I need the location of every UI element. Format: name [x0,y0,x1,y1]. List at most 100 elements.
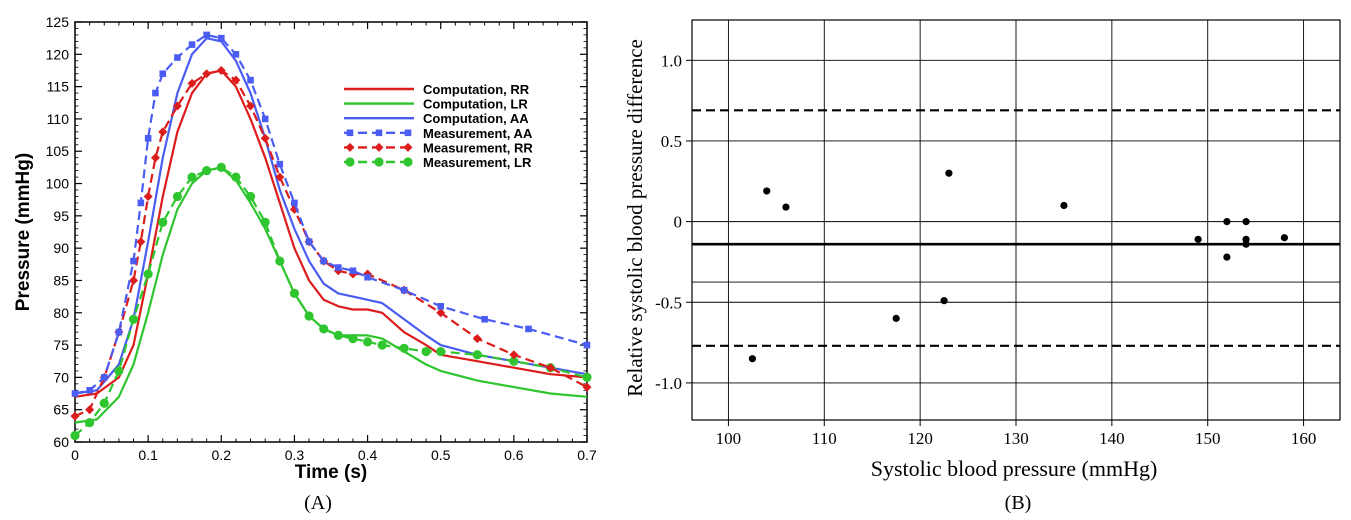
data-point-diamond [260,133,270,143]
scatter-point [1223,253,1231,261]
data-point-diamond [158,127,168,137]
data-point-circle [403,157,413,167]
scatter-point [763,187,771,195]
panel-b-label: (B) [1005,492,1032,514]
y-tick-label: 95 [53,208,69,224]
data-point-circle [374,157,384,167]
series-line [74,166,588,437]
data-point-diamond [150,153,160,163]
data-point-square [437,303,445,310]
data-point-diamond [545,363,555,373]
x-tick-label: 150 [1195,429,1221,448]
data-point-square [400,286,408,294]
data-point-square [115,328,123,336]
data-point-circle [187,172,197,182]
data-point-square [481,315,488,323]
x-tick-label: 110 [812,429,837,448]
data-point-square [525,325,532,333]
y-tick-label: 90 [53,240,69,256]
y-tick-label: 120 [46,46,70,62]
data-point-circle [143,269,153,279]
data-point-circle [231,172,241,182]
data-point-circle [582,372,592,382]
x-tick-label: 160 [1291,429,1317,448]
data-point-diamond [403,142,413,152]
y-tick-label: 75 [53,337,69,353]
data-point-square [320,257,327,265]
data-point-circle [345,157,355,167]
legend-label: Computation, LR [423,97,528,112]
data-point-square [188,41,196,48]
data-point-diamond [436,308,446,318]
chart-a-x-axis-label: Time (s) [295,462,368,483]
data-point-square [144,135,152,142]
x-tick-label: 0.6 [504,447,524,463]
data-point-diamond [582,382,592,392]
data-point-square [583,341,591,349]
data-point-circle [348,334,358,344]
scatter-point [940,297,948,305]
scatter-point [1060,201,1068,210]
y-tick-label: 115 [47,79,70,95]
chart-b-x-axis-label: Systolic blood pressure (mmHg) [871,456,1158,481]
scatter-point [1242,218,1250,226]
x-tick-label: 0.4 [358,447,378,463]
data-point-diamond [472,334,482,344]
data-point-circle [319,324,329,334]
data-point-square [247,76,254,84]
data-point-square [346,129,354,137]
x-tick-label: 0.1 [138,447,158,463]
data-point-circle [275,256,285,266]
data-point-diamond [129,275,139,285]
data-point-diamond [345,142,355,152]
chart-b: 100 110 120 130 140 150 160 1.0 0.5 0 -0.5 -1.0 Sys… [623,19,1341,514]
y-tick-label: 80 [53,305,69,321]
scatter-point [892,314,900,322]
data-point-square [71,390,79,397]
data-point-circle [202,166,212,176]
y-tick-label: 85 [53,272,69,288]
scatter-point [1280,234,1289,242]
y-tick-label: 60 [53,434,69,450]
y-tick-label: 110 [47,111,70,127]
data-point-diamond [136,237,146,247]
data-point-circle [158,217,168,227]
data-point-diamond [70,411,80,421]
data-point-diamond [85,405,95,415]
x-tick-label: 120 [907,429,933,448]
y-tick-label: -1.0 [655,374,682,393]
y-tick-label: 1.0 [661,51,682,70]
x-tick-label: 140 [1099,429,1125,448]
data-point-circle [85,418,95,428]
scatter-point [1194,235,1202,243]
legend-label: Computation, RR [423,82,530,97]
data-point-square [159,70,167,77]
y-tick-label: -0.5 [655,293,682,312]
scatter-point [748,355,756,363]
data-point-circle [304,311,314,321]
data-point-square [335,264,342,271]
series-line [74,37,588,395]
chart-a-plot-frame [74,21,588,443]
panel-a-label: (A) [304,492,332,514]
y-tick-label: 100 [46,176,70,192]
data-point-diamond [374,142,384,152]
data-point-square [86,387,93,394]
data-point-square [305,238,313,245]
data-point-circle [399,343,409,353]
data-point-circle [99,398,109,408]
x-tick-label: 100 [716,429,742,448]
chart-a-y-axis-label: Pressure (mmHg) [13,153,34,311]
data-point-circle [128,314,139,324]
data-point-square [349,267,357,275]
y-tick-label: 70 [53,369,69,385]
data-point-square [375,129,383,137]
data-point-square [203,31,210,39]
x-tick-label: 0.2 [212,447,232,463]
y-tick-label: 125 [46,14,70,30]
legend-label: Computation, AA [423,111,529,126]
scatter-point [782,203,790,211]
data-point-circle [421,346,431,357]
data-point-circle [260,217,270,227]
